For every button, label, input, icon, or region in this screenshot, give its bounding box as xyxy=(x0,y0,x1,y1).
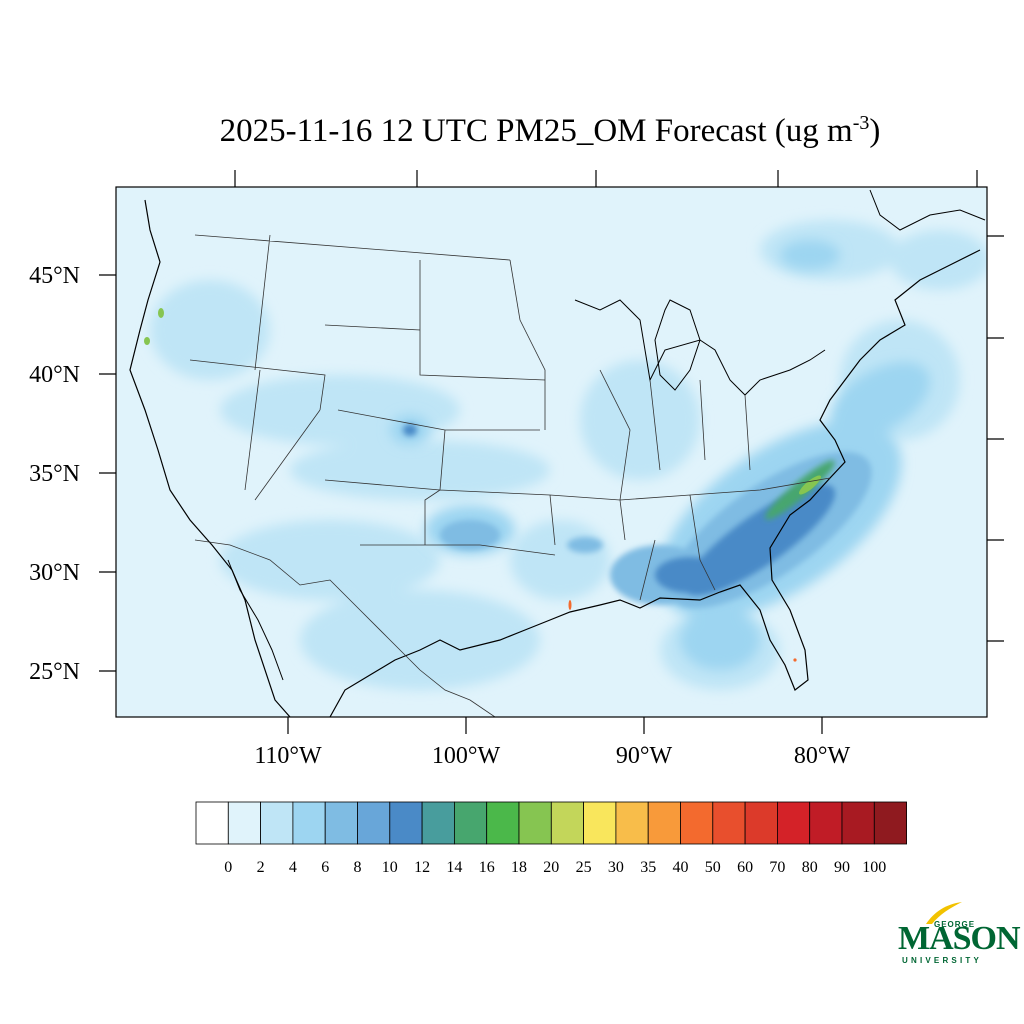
left-ticks xyxy=(99,274,116,672)
logo-university-text: UNIVERSITY xyxy=(902,956,983,965)
lon-label: 100°W xyxy=(432,743,501,769)
lon-labels: 110°W 100°W 90°W 80°W xyxy=(254,743,850,769)
colorbar-label: 90 xyxy=(834,859,850,876)
colorbar-swatch xyxy=(744,801,778,845)
colorbar-label: 12 xyxy=(414,859,430,876)
lat-label: 40°N xyxy=(29,362,80,388)
colorbar-label: 25 xyxy=(576,859,592,876)
colorbar-label: 60 xyxy=(737,859,753,876)
colorbar-label: 50 xyxy=(705,859,721,876)
gmu-logo: GEORGE MASON UNIVERSITY xyxy=(898,900,1021,970)
colorbar-swatch xyxy=(421,801,455,845)
colorbar-swatch xyxy=(518,801,552,845)
colorbar-label: 6 xyxy=(321,859,329,876)
colorbar-swatch xyxy=(260,801,294,845)
colorbar-swatch xyxy=(324,801,358,845)
lat-label: 25°N xyxy=(29,659,80,685)
lat-labels: 45°N 40°N 35°N 30°N 25°N xyxy=(29,263,80,685)
colorbar-label: 100 xyxy=(862,859,886,876)
colorbar-label: 14 xyxy=(446,859,462,876)
colorbar-label: 4 xyxy=(289,859,297,876)
colorbar-swatch xyxy=(357,801,391,845)
right-ticks xyxy=(987,235,1004,642)
colorbar-label: 16 xyxy=(479,859,495,876)
colorbar-swatch xyxy=(809,801,843,845)
colorbar: 0 2 4 6 8 10 12 14 16 18 20 25 30 35 40 50 60 70 80 90 100 xyxy=(195,801,907,876)
logo-george-text: GEORGE xyxy=(934,920,976,929)
colorbar-swatch xyxy=(615,801,649,845)
colorbar-swatch xyxy=(195,801,229,845)
colorbar-swatch xyxy=(777,801,811,845)
colorbar-label: 70 xyxy=(769,859,785,876)
concentration-field xyxy=(116,187,987,717)
colorbar-label: 18 xyxy=(511,859,527,876)
colorbar-swatch xyxy=(680,801,714,845)
colorbar-swatch xyxy=(227,801,262,845)
top-ticks xyxy=(234,170,978,187)
colorbar-label: 20 xyxy=(543,859,559,876)
swoosh-icon xyxy=(926,902,962,924)
lat-label: 30°N xyxy=(29,560,80,586)
colorbar-swatch xyxy=(453,801,488,845)
lat-label: 35°N xyxy=(29,461,80,487)
colorbar-swatch xyxy=(550,801,584,845)
colorbar-swatch xyxy=(486,801,520,845)
colorbar-label: 8 xyxy=(354,859,362,876)
colorbar-swatch xyxy=(647,801,681,845)
lon-label: 90°W xyxy=(616,743,673,769)
lon-label: 80°W xyxy=(794,743,851,769)
colorbar-label: 2 xyxy=(257,859,265,876)
boundaries xyxy=(129,189,986,717)
colorbar-swatch xyxy=(292,801,326,845)
logo-mason-text: MASON xyxy=(898,920,1021,957)
colorbar-swatch xyxy=(841,801,875,845)
map-title: 2025-11-16 12 UTC PM25_OM Forecast (ug m… xyxy=(219,112,881,149)
lat-label: 45°N xyxy=(29,263,80,289)
colorbar-label: 0 xyxy=(224,859,232,876)
colorbar-swatch xyxy=(712,801,746,845)
map-frame xyxy=(115,186,988,718)
colorbar-swatch xyxy=(873,801,907,845)
colorbar-swatch xyxy=(583,801,617,845)
colorbar-label: 30 xyxy=(608,859,624,876)
lon-label: 110°W xyxy=(254,743,322,769)
bottom-ticks xyxy=(287,717,823,734)
colorbar-label: 40 xyxy=(673,859,689,876)
colorbar-label: 80 xyxy=(802,859,818,876)
colorbar-label: 35 xyxy=(640,859,656,876)
colorbar-label: 10 xyxy=(382,859,398,876)
colorbar-swatch xyxy=(389,801,423,845)
